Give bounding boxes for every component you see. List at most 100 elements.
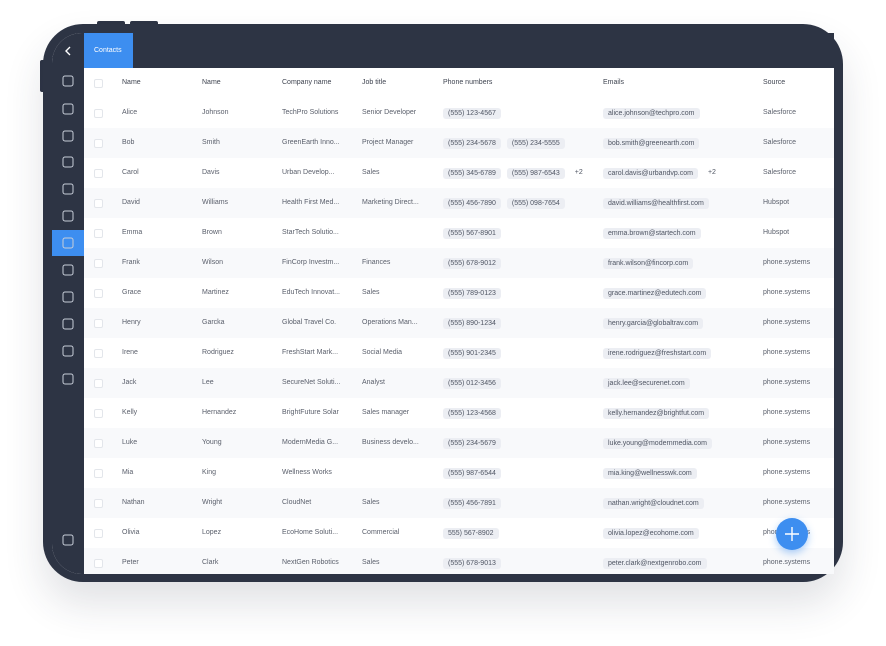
job-title: Business develo... (362, 439, 419, 446)
checkbox[interactable] (94, 349, 103, 358)
company: GreenEarth Inno... (282, 139, 340, 146)
add-button[interactable] (776, 518, 808, 550)
name: King (202, 469, 217, 476)
phone-chip: (555) 123-4567 (443, 107, 501, 119)
name: Lee (202, 379, 214, 386)
name: Williams (202, 199, 229, 206)
checkbox[interactable] (94, 439, 103, 448)
phone-chips: (555) 987-6544 (443, 458, 501, 488)
table-row: Jack Lee SecureNet Soluti... Analyst (555) 0… (84, 368, 834, 398)
checkbox[interactable] (94, 319, 103, 328)
checkbox[interactable] (94, 229, 103, 238)
name: Luke (122, 439, 138, 446)
checkbox[interactable] (94, 499, 103, 508)
nav-icon[interactable] (62, 291, 74, 303)
column-header: Source (763, 79, 786, 86)
job-title: Operations Man... (362, 319, 418, 326)
table-row: Olivia Lopez EcoHome Soluti... Commercial 55… (84, 518, 834, 548)
name: Henry (122, 319, 141, 326)
phone-chips: 555) 567-8902 (443, 518, 499, 548)
nav-icon[interactable] (62, 210, 74, 222)
nav-icon[interactable] (62, 75, 74, 87)
checkbox[interactable] (94, 109, 103, 118)
nav-icon[interactable] (62, 103, 74, 115)
checkbox[interactable] (94, 139, 103, 148)
email-chip: kelly.hernandez@brightfut.com (603, 407, 710, 419)
source: phone.systems (763, 319, 811, 326)
tab[interactable]: Contacts (84, 33, 133, 68)
nav-icon[interactable] (62, 373, 74, 385)
phone-chip: (555) 567-8901 (443, 227, 501, 239)
email-chip: nathan.wright@cloudnet.com (603, 497, 704, 509)
phone-chips: (555) 012-3456 (443, 368, 501, 398)
job-title: Sales (362, 289, 380, 296)
frame-button (40, 60, 44, 92)
nav-icon[interactable] (62, 237, 74, 249)
source: Salesforce (763, 139, 797, 146)
phone-chip: (555) 456-7891 (443, 497, 501, 509)
nav-icon[interactable] (62, 318, 74, 330)
phone-chips: (555) 567-8901 (443, 218, 501, 248)
company: CloudNet (282, 499, 312, 506)
checkbox[interactable] (94, 289, 103, 298)
email-chips: mia.king@wellnesswk.com (603, 458, 697, 488)
name: Kelly (122, 409, 138, 416)
checkbox[interactable] (94, 469, 103, 478)
job-title: Sales (362, 499, 380, 506)
source: phone.systems (763, 289, 811, 296)
nav-icon[interactable] (62, 345, 74, 357)
company: Health First Med... (282, 199, 340, 206)
source: Hubspot (763, 229, 790, 236)
email-chips: luke.young@modernmedia.com (603, 428, 712, 458)
company: BrightFuture Solar (282, 409, 339, 416)
plus-icon (785, 527, 799, 541)
table-row: David Williams Health First Med... Marketin… (84, 188, 834, 218)
email-chip: bob.smith@greenearth.com (603, 137, 700, 149)
name: Johnson (202, 109, 229, 116)
checkbox[interactable] (94, 529, 103, 538)
email-chips: emma.brown@startech.com (603, 218, 701, 248)
phone-chips: (555) 890-1234 (443, 308, 501, 338)
phone-chip: (555) 901-2345 (443, 347, 501, 359)
checkbox[interactable] (94, 199, 103, 208)
source: Hubspot (763, 199, 790, 206)
nav-icon[interactable] (62, 156, 74, 168)
table-row: Luke Young ModernMedia G... Business develo… (84, 428, 834, 458)
email-chip: luke.young@modernmedia.com (603, 437, 712, 449)
nav-icon[interactable] (62, 130, 74, 142)
table-row: Peter Clark NextGen Robotics Sales (555) 678… (84, 548, 834, 574)
company: FreshStart Mark... (282, 349, 339, 356)
table-row: Henry Garcka Global Travel Co. Operations M… (84, 308, 834, 338)
email-chips: irene.rodriguez@freshstart.com (603, 338, 712, 368)
column-header: Job title (362, 79, 387, 86)
phone-chip: (555) 678-9012 (443, 257, 501, 269)
company: FinCorp Investm... (282, 259, 340, 266)
nav-icon[interactable] (62, 183, 74, 195)
name: Davis (202, 169, 220, 176)
checkbox[interactable] (94, 259, 103, 268)
frame-button (97, 21, 125, 25)
top-bar (84, 33, 834, 68)
checkbox[interactable] (94, 409, 103, 418)
email-chips: kelly.hernandez@brightfut.com (603, 398, 710, 428)
checkbox[interactable] (94, 79, 103, 88)
nav-icon[interactable] (62, 264, 74, 276)
nav-icon[interactable] (62, 534, 74, 546)
email-chip: olivia.lopez@ecohome.com (603, 527, 699, 539)
email-chip: henry.garcia@globaltrav.com (603, 317, 704, 329)
phone-chips: (555) 234-5679 (443, 428, 501, 458)
email-chip: frank.wilson@fincorp.com (603, 257, 694, 269)
email-chip: grace.martinez@edutech.com (603, 287, 707, 299)
back-icon[interactable] (65, 46, 71, 56)
phone-chip: 555) 567-8902 (443, 527, 499, 539)
phone-chips: (555) 678-9012 (443, 248, 501, 278)
email-chips: alice.johnson@techpro.com (603, 98, 700, 128)
company: EcoHome Soluti... (282, 529, 339, 536)
phone-chip: (555) 234-5678 (443, 137, 501, 149)
name: Wright (202, 499, 223, 506)
checkbox[interactable] (94, 379, 103, 388)
checkbox[interactable] (94, 559, 103, 568)
company: StarTech Solutio... (282, 229, 339, 236)
checkbox[interactable] (94, 169, 103, 178)
name: Peter (122, 559, 139, 566)
